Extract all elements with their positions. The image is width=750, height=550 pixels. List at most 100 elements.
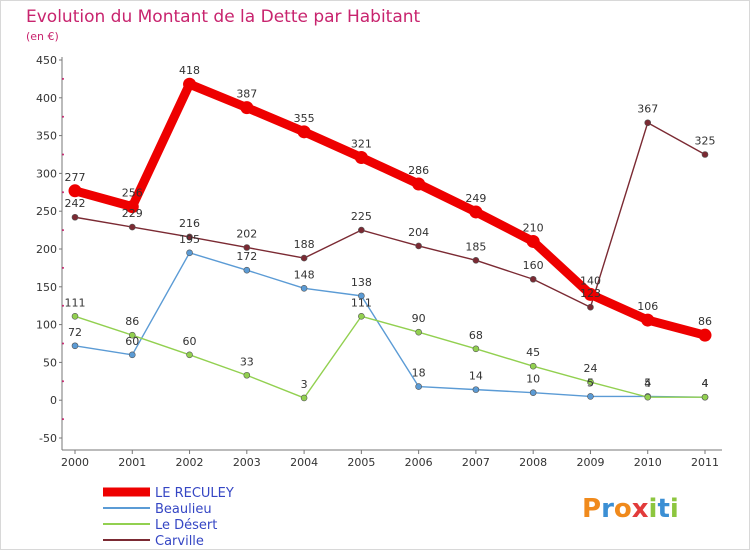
data-label-le-d-sert: 90 [412, 312, 426, 325]
data-point-beaulieu [529, 389, 537, 396]
data-point-le-d-sert [587, 378, 594, 386]
data-label-carville: 188 [294, 238, 315, 251]
data-label-beaulieu: 195 [179, 233, 200, 246]
logo-letter: P [582, 494, 601, 524]
y-tick-label: 100 [36, 319, 57, 332]
data-point-beaulieu [300, 285, 308, 292]
data-label-le-d-sert: 111 [65, 296, 86, 309]
data-point-le-reculey [641, 313, 655, 327]
y-tick-label: 350 [36, 130, 57, 143]
data-point-carville [529, 275, 537, 283]
data-label-carville: 160 [523, 259, 544, 272]
data-point-beaulieu [358, 292, 365, 300]
logo-letter: r [601, 494, 614, 524]
data-point-le-d-sert [415, 328, 422, 336]
legend-label-le-d-sert: Le Désert [155, 518, 217, 533]
data-label-le-d-sert: 45 [526, 346, 540, 359]
data-point-le-d-sert [300, 394, 308, 402]
logo-letter: x [632, 494, 649, 524]
axes-layer: -50 0 50 100 150 200 250 300 350 400 450 2000 2001 20… [36, 54, 722, 469]
y-minor-dot [62, 418, 64, 421]
data-label-beaulieu: 72 [68, 326, 82, 339]
y-tick-label: 400 [36, 92, 57, 105]
data-label-le-reculey: 321 [351, 138, 372, 151]
series-line-le-reculey [70, 79, 710, 340]
data-label-le-reculey: 140 [580, 274, 601, 287]
y-tick-label: 450 [36, 54, 57, 67]
y-tick-label: 50 [43, 356, 57, 369]
data-point-le-reculey [698, 328, 712, 342]
data-label-le-reculey: 210 [523, 221, 544, 234]
data-label-le-d-sert: 68 [469, 329, 483, 342]
data-label-le-reculey: 86 [698, 315, 712, 328]
series-line-le-d-sert [74, 315, 706, 399]
data-point-carville [71, 213, 79, 221]
data-labels-layer: 2422292162021882252041851601233673257260… [65, 64, 716, 391]
y-tick-label: -50 [39, 432, 57, 445]
data-point-beaulieu [587, 393, 594, 400]
data-label-beaulieu: 4 [702, 377, 709, 390]
data-point-carville [472, 257, 480, 264]
x-tick-label: 2000 [61, 456, 89, 469]
data-point-le-d-sert [358, 312, 365, 320]
data-point-le-d-sert [186, 351, 193, 359]
data-label-le-d-sert: 86 [125, 315, 139, 328]
data-label-carville: 242 [65, 197, 86, 210]
data-label-beaulieu: 5 [644, 376, 651, 389]
logo-letter: i [670, 494, 679, 524]
y-minor-dot [62, 153, 64, 156]
legend-label-le-reculey: LE RECULEY [155, 486, 234, 501]
data-label-le-reculey: 387 [236, 88, 257, 101]
data-point-beaulieu [472, 386, 480, 393]
data-label-carville: 202 [236, 227, 257, 240]
y-minor-dot [62, 115, 64, 118]
data-point-le-reculey [240, 101, 254, 115]
data-label-le-reculey: 286 [408, 164, 429, 177]
x-tick-label: 2003 [233, 456, 261, 469]
data-label-carville: 185 [465, 240, 486, 253]
data-label-beaulieu: 148 [294, 268, 315, 281]
data-point-le-d-sert [243, 371, 251, 379]
data-point-le-reculey [526, 234, 540, 248]
x-tick-label: 2007 [462, 456, 490, 469]
data-point-beaulieu [186, 249, 193, 257]
data-label-carville: 216 [179, 217, 200, 230]
data-point-le-reculey [412, 177, 426, 191]
series-line-beaulieu [74, 252, 706, 398]
series-layer [68, 77, 712, 402]
data-point-carville [358, 226, 365, 234]
data-point-carville [587, 303, 594, 311]
y-minor-dot [62, 380, 64, 383]
data-point-beaulieu [415, 383, 422, 390]
x-tick-label: 2009 [576, 456, 604, 469]
data-label-le-reculey: 277 [65, 171, 86, 184]
proxiti-logo: Proxiti [582, 494, 679, 524]
data-point-le-d-sert [529, 362, 537, 370]
data-label-beaulieu: 18 [412, 367, 426, 380]
data-label-le-d-sert: 4 [702, 377, 709, 390]
x-tick-label: 2002 [176, 456, 204, 469]
y-minor-dot [62, 342, 64, 345]
data-point-carville [701, 151, 709, 158]
data-point-le-reculey [183, 77, 197, 91]
x-tick-label: 2011 [691, 456, 719, 469]
legend-label-beaulieu: Beaulieu [155, 502, 212, 517]
data-point-beaulieu [243, 266, 251, 274]
data-label-carville: 325 [695, 135, 716, 148]
x-tick-label: 2004 [290, 456, 318, 469]
logo-text: Proxiti [582, 494, 679, 524]
data-point-le-reculey [583, 287, 597, 301]
data-point-le-d-sert [472, 345, 480, 353]
data-label-le-reculey: 249 [465, 192, 486, 205]
y-tick-label: 250 [36, 205, 57, 218]
legend-label-carville: Carville [155, 534, 204, 549]
data-point-le-d-sert [128, 331, 136, 339]
data-point-carville [300, 254, 308, 262]
data-label-beaulieu: 14 [469, 370, 483, 383]
data-label-carville: 123 [580, 287, 601, 300]
data-point-le-d-sert [644, 393, 652, 401]
data-label-beaulieu: 10 [526, 373, 540, 386]
data-label-carville: 367 [637, 103, 658, 116]
